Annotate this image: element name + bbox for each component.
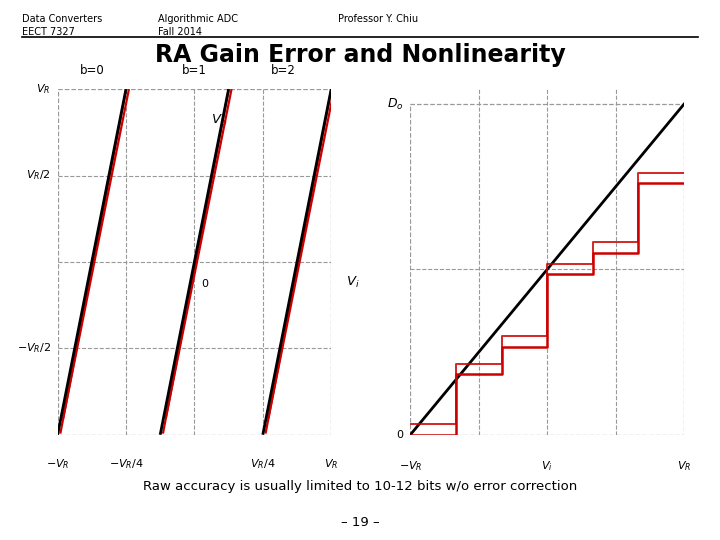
- Text: b=0: b=0: [79, 64, 104, 77]
- Text: $-V_R$: $-V_R$: [399, 459, 422, 472]
- Text: RA Gain Error and Nonlinearity: RA Gain Error and Nonlinearity: [155, 43, 565, 67]
- Text: $V_R/4$: $V_R/4$: [250, 457, 276, 471]
- Text: 0: 0: [201, 279, 208, 289]
- Text: Professor Y. Chiu: Professor Y. Chiu: [338, 14, 418, 24]
- Text: – 19 –: – 19 –: [341, 516, 379, 529]
- Text: b=1: b=1: [182, 64, 207, 77]
- Text: $V_R$: $V_R$: [677, 459, 691, 472]
- Text: Raw accuracy is usually limited to 10-12 bits w/o error correction: Raw accuracy is usually limited to 10-12…: [143, 480, 577, 492]
- Text: b=2: b=2: [271, 64, 296, 77]
- Text: 0: 0: [397, 430, 404, 440]
- Text: $-V_R/4$: $-V_R/4$: [109, 457, 143, 471]
- Text: $-V_R$: $-V_R$: [46, 457, 69, 471]
- Text: $V_R/2$: $V_R/2$: [26, 168, 50, 183]
- Text: Data Converters
EECT 7327: Data Converters EECT 7327: [22, 14, 102, 37]
- Text: $V_R$: $V_R$: [324, 457, 338, 471]
- Text: $V_o$: $V_o$: [211, 113, 227, 128]
- Text: $V_R$: $V_R$: [37, 82, 50, 96]
- Text: $-V_R/2$: $-V_R/2$: [17, 341, 50, 355]
- Text: Algorithmic ADC
Fall 2014: Algorithmic ADC Fall 2014: [158, 14, 238, 37]
- Text: $V_i$: $V_i$: [346, 275, 360, 290]
- Text: $D_o$: $D_o$: [387, 97, 404, 112]
- Text: $V_i$: $V_i$: [541, 459, 553, 472]
